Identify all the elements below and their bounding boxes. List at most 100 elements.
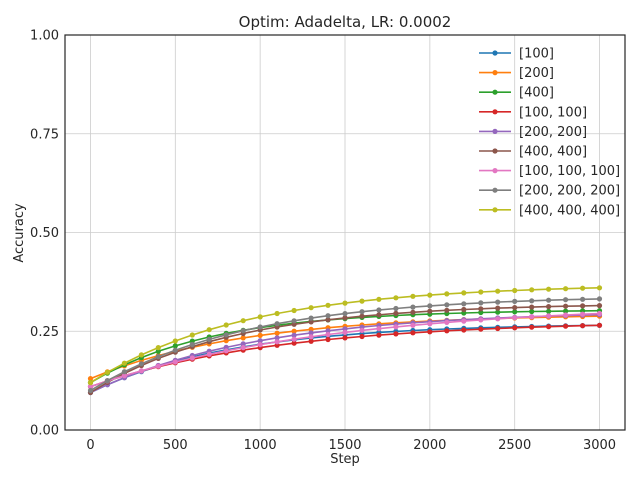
data-point bbox=[580, 285, 586, 291]
legend-item: [100, 100, 100] bbox=[479, 164, 620, 179]
legend-item: [400] bbox=[479, 86, 554, 101]
data-point bbox=[410, 330, 416, 336]
data-point bbox=[393, 295, 399, 301]
legend-marker bbox=[492, 168, 498, 174]
data-point bbox=[359, 309, 365, 315]
data-point bbox=[274, 339, 280, 345]
data-point bbox=[223, 332, 229, 338]
y-tick-label: 0.00 bbox=[30, 424, 59, 439]
data-point bbox=[308, 338, 314, 344]
data-point bbox=[223, 322, 229, 328]
data-point bbox=[393, 310, 399, 316]
data-point bbox=[342, 329, 348, 335]
legend-item: [200, 200, 200] bbox=[479, 184, 620, 199]
data-point bbox=[121, 360, 127, 366]
data-point bbox=[495, 288, 501, 294]
data-point bbox=[444, 291, 450, 297]
data-point bbox=[325, 328, 331, 334]
data-point bbox=[189, 332, 195, 338]
data-point bbox=[342, 315, 348, 321]
legend-label: [400] bbox=[519, 86, 554, 101]
y-tick-label: 1.00 bbox=[30, 29, 59, 44]
x-tick-label: 1500 bbox=[328, 438, 361, 453]
data-point bbox=[325, 336, 331, 343]
data-point bbox=[563, 303, 569, 309]
series-lines bbox=[87, 285, 603, 396]
legend-item: [400, 400] bbox=[479, 145, 587, 160]
data-point bbox=[359, 313, 365, 319]
legend-label: [200, 200, 200] bbox=[519, 184, 620, 199]
data-point bbox=[376, 307, 382, 313]
data-point bbox=[478, 326, 484, 332]
data-point bbox=[104, 378, 110, 384]
legend-item: [100] bbox=[479, 47, 554, 62]
data-point bbox=[376, 312, 382, 318]
data-point bbox=[580, 311, 586, 317]
data-point bbox=[546, 297, 552, 303]
data-point bbox=[274, 310, 280, 317]
data-point bbox=[393, 305, 399, 312]
data-point bbox=[257, 342, 263, 348]
x-tick-label: 3000 bbox=[583, 438, 616, 453]
chart-title: Optim: Adadelta, LR: 0.0002 bbox=[239, 13, 452, 31]
data-point bbox=[223, 348, 229, 354]
data-point bbox=[291, 340, 297, 346]
data-point bbox=[359, 327, 365, 333]
data-point bbox=[546, 286, 552, 292]
legend-label: [100] bbox=[519, 47, 554, 62]
data-point bbox=[461, 318, 467, 324]
data-point bbox=[172, 338, 178, 344]
data-point bbox=[155, 354, 161, 360]
data-point bbox=[546, 313, 552, 319]
data-point bbox=[410, 304, 416, 310]
data-point bbox=[461, 290, 467, 296]
data-point bbox=[495, 316, 501, 322]
data-point bbox=[359, 298, 365, 304]
data-point bbox=[444, 307, 450, 313]
data-point bbox=[342, 300, 348, 306]
data-point bbox=[563, 323, 569, 329]
data-point bbox=[427, 308, 433, 314]
data-point bbox=[444, 328, 450, 334]
data-point bbox=[580, 303, 586, 309]
legend-marker bbox=[492, 70, 498, 76]
legend-label: [400, 400] bbox=[519, 145, 587, 160]
series-9 bbox=[87, 285, 603, 386]
data-point bbox=[596, 322, 603, 328]
data-point bbox=[240, 345, 246, 351]
data-point bbox=[308, 319, 314, 325]
data-point bbox=[596, 296, 603, 302]
data-point bbox=[580, 296, 586, 302]
data-point bbox=[478, 306, 484, 312]
data-point bbox=[444, 302, 450, 308]
data-point bbox=[138, 361, 144, 367]
legend-label: [200, 200] bbox=[519, 125, 587, 140]
data-point bbox=[308, 334, 314, 340]
legend-label: [400, 400, 400] bbox=[519, 203, 620, 218]
data-point bbox=[172, 359, 178, 365]
data-point bbox=[291, 307, 297, 314]
x-axis-label: Step bbox=[330, 452, 360, 467]
data-point bbox=[546, 308, 552, 314]
legend-marker bbox=[492, 50, 498, 56]
data-point bbox=[495, 325, 501, 332]
data-point bbox=[172, 343, 178, 349]
series-7 bbox=[87, 310, 603, 390]
legend: [100] [200] [400] [100, 100] [200, 200] [400,… bbox=[479, 47, 620, 218]
data-point bbox=[529, 324, 535, 330]
data-point bbox=[325, 317, 331, 323]
x-tick-label: 500 bbox=[163, 438, 188, 453]
data-point bbox=[325, 313, 331, 319]
data-point bbox=[104, 369, 110, 375]
data-point bbox=[87, 384, 94, 390]
data-point bbox=[427, 292, 433, 298]
data-point bbox=[478, 317, 484, 323]
data-point bbox=[206, 351, 212, 357]
data-point bbox=[138, 352, 144, 358]
data-point bbox=[240, 335, 246, 341]
legend-marker bbox=[492, 187, 498, 193]
data-point bbox=[512, 287, 518, 294]
data-point bbox=[274, 330, 280, 336]
data-point bbox=[172, 347, 178, 353]
data-point bbox=[495, 309, 501, 315]
